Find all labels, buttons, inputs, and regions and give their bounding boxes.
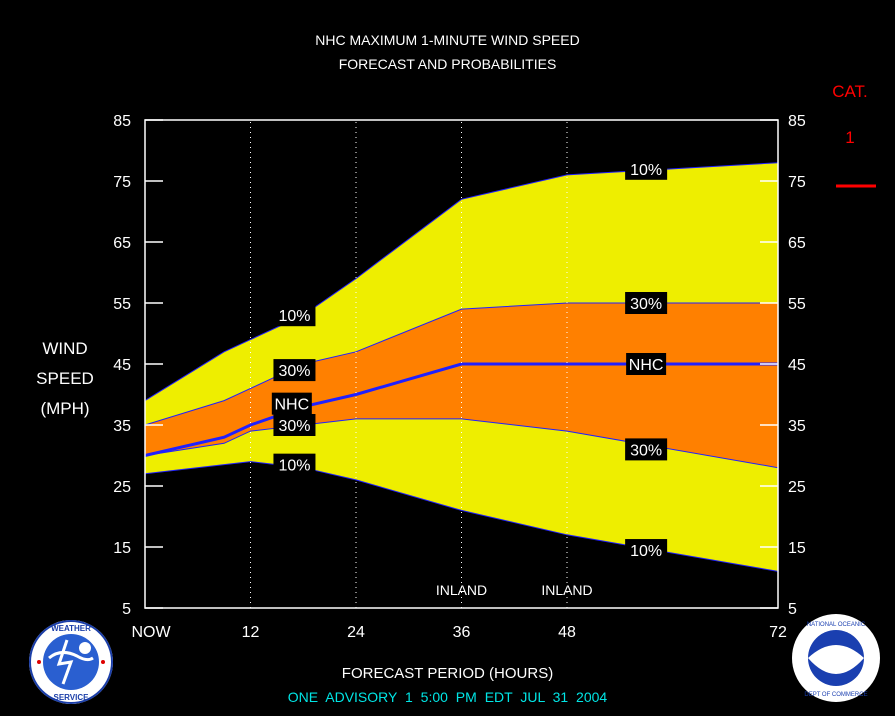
- svg-text:NATIONAL OCEANIC: NATIONAL OCEANIC: [807, 622, 866, 628]
- band-edge-lower-4: [144, 461, 779, 572]
- svg-text:WEATHER: WEATHER: [51, 624, 91, 633]
- ylabel-line1: WIND: [42, 339, 88, 358]
- ytick-label-right-75: 75: [788, 174, 806, 191]
- band-label-9: 10%: [630, 543, 662, 560]
- noaa-logo: NOAA NATIONAL OCEANIC DEPT OF COMMERCE: [792, 614, 880, 702]
- chart-title-line2: FORECAST AND PROBABILITIES: [338, 56, 557, 72]
- ylabel-line3: (MPH): [40, 399, 90, 418]
- band-label-1: 30%: [278, 363, 310, 380]
- band-label-4: 10%: [278, 458, 310, 475]
- ytick-label-left-85: 85: [113, 113, 131, 130]
- xtick-label-24: 24: [347, 624, 365, 641]
- band-label-box-7: [626, 353, 667, 375]
- band-label-box-1: [273, 359, 316, 382]
- ytick-label-left-35: 35: [113, 418, 131, 435]
- ytick-label-left-65: 65: [113, 235, 131, 252]
- xtick-label-48: 48: [558, 624, 576, 641]
- ytick-label-right-85: 85: [788, 113, 806, 130]
- band-label-box-9: [625, 539, 668, 562]
- xtick-label-72: 72: [769, 624, 787, 641]
- band-label-box-4: [273, 453, 316, 476]
- chart-title-line1: NHC MAXIMUM 1-MINUTE WIND SPEED: [315, 32, 580, 48]
- band-label-5: 10%: [630, 162, 662, 179]
- band-label-6: 30%: [630, 296, 662, 313]
- ytick-label-right-15: 15: [788, 540, 806, 557]
- xtick-label-NOW: NOW: [131, 624, 171, 641]
- ytick-label-left-45: 45: [113, 357, 131, 374]
- ytick-label-left-55: 55: [113, 296, 131, 313]
- band-label-8: 30%: [630, 442, 662, 459]
- ytick-label-right-5: 5: [788, 601, 797, 618]
- ytick-label-left-75: 75: [113, 174, 131, 191]
- ytick-label-right-45: 45: [788, 357, 806, 374]
- ytick-label-right-65: 65: [788, 235, 806, 252]
- advisory-footer: ONE ADVISORY 1 5:00 PM EDT JUL 31 2004: [287, 689, 608, 705]
- band-label-0: 10%: [278, 308, 310, 325]
- category-value: 1: [845, 128, 855, 147]
- annotation-inland-1: INLAND: [541, 582, 592, 598]
- band-label-2: NHC: [274, 397, 309, 414]
- band-edge-upper-0: [144, 162, 779, 402]
- nhc-forecast-line: [144, 362, 778, 457]
- band-label-box-8: [625, 438, 668, 461]
- band-label-box-0: [273, 304, 316, 327]
- xtick-label-12: 12: [242, 624, 260, 641]
- band-label-box-6: [625, 292, 668, 314]
- band-edge-upper-1: [144, 302, 778, 426]
- inner-probability-band: [145, 303, 778, 468]
- svg-text:DEPT OF COMMERCE: DEPT OF COMMERCE: [804, 692, 867, 698]
- svg-text:NOAA: NOAA: [820, 652, 852, 664]
- band-label-box-2: [271, 392, 312, 415]
- ytick-label-right-55: 55: [788, 296, 806, 313]
- x-axis-title: FORECAST PERIOD (HOURS): [341, 665, 554, 682]
- band-label-box-5: [625, 157, 668, 180]
- nws-logo: WEATHER SERVICE: [29, 620, 113, 704]
- band-label-7: NHC: [629, 357, 664, 374]
- xtick-label-36: 36: [453, 624, 471, 641]
- svg-text:SERVICE: SERVICE: [54, 693, 90, 702]
- band-label-3: 30%: [278, 418, 310, 435]
- annotation-inland-0: INLAND: [436, 582, 487, 598]
- category-title: CAT.: [832, 82, 868, 101]
- ytick-label-left-25: 25: [113, 479, 131, 496]
- ytick-label-right-35: 35: [788, 418, 806, 435]
- ytick-label-left-15: 15: [113, 540, 131, 557]
- ytick-label-right-25: 25: [788, 479, 806, 496]
- ylabel-line2: SPEED: [36, 369, 94, 388]
- ytick-label-left-5: 5: [122, 601, 131, 618]
- band-label-box-3: [273, 414, 316, 436]
- band-edge-lower-3: [144, 418, 779, 469]
